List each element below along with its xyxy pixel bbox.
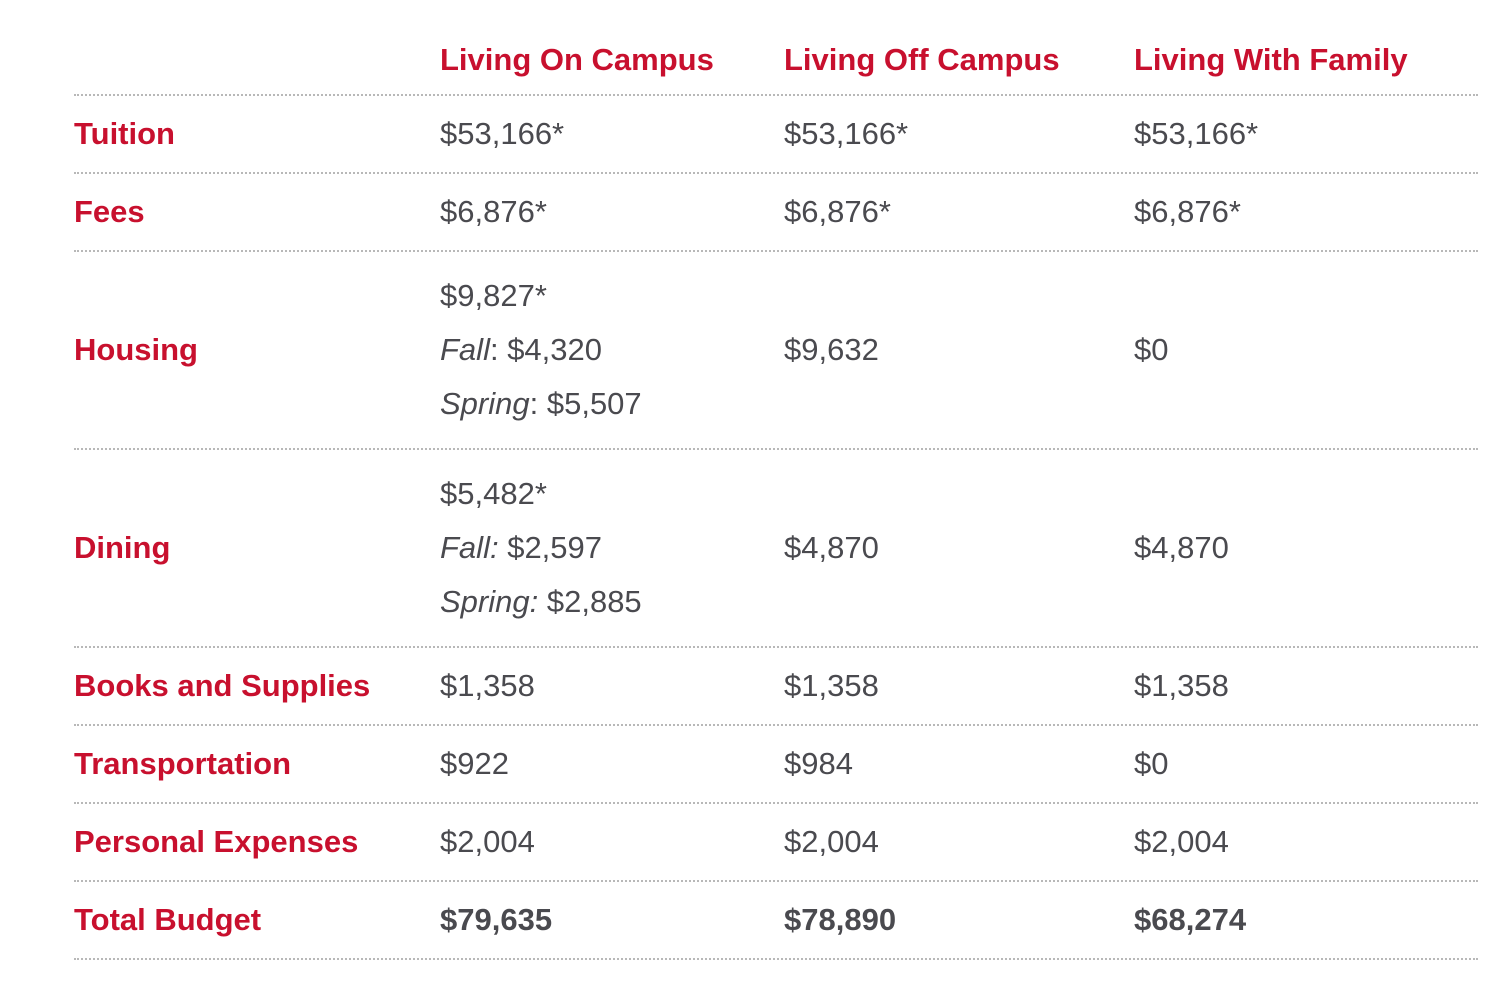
table-row-tuition: Tuition $53,166* $53,166* $53,166* [74,96,1478,174]
housing-off-campus: $9,632 [784,332,879,367]
table-row-books-and-supplies: Books and Supplies $1,358 $1,358 $1,358 [74,648,1478,726]
total-with-family: $68,274 [1134,902,1247,937]
column-header-off-campus: Living Off Campus [784,42,1060,77]
dining-fall-value: $2,597 [507,530,603,565]
dining-with-family: $4,870 [1134,530,1229,565]
dining-on-campus: $5,482* Fall: $2,597 Spring: $2,885 [440,467,784,629]
row-label-tuition: Tuition [74,116,175,151]
row-label-dining: Dining [74,530,171,565]
tuition-off-campus: $53,166* [784,116,909,151]
dining-fall-line: Fall: $2,597 [440,521,784,575]
table-row-personal-expenses: Personal Expenses $2,004 $2,004 $2,004 [74,804,1478,882]
row-label-housing: Housing [74,332,198,367]
housing-on-campus-total: $9,827* [440,278,547,313]
row-label-fees: Fees [74,194,145,229]
row-label-total-budget: Total Budget [74,902,262,937]
transportation-with-family: $0 [1134,746,1169,781]
personal-off-campus: $2,004 [784,824,879,859]
housing-with-family: $0 [1134,332,1169,367]
housing-spring-line: Spring: $5,507 [440,377,784,431]
housing-fall-separator: : [489,332,508,367]
tuition-on-campus: $53,166* [440,116,565,151]
books-with-family: $1,358 [1134,668,1229,703]
dining-spring-line: Spring: $2,885 [440,575,784,629]
housing-fall-value: $4,320 [507,332,603,367]
dining-fall-label: Fall: [440,530,499,565]
housing-fall-label: Fall [440,332,490,367]
fees-on-campus: $6,876* [440,194,547,229]
dining-spring-separator [538,584,547,619]
table-row-housing: Housing $9,827* Fall: $4,320 Spring: $5,… [74,252,1478,450]
books-off-campus: $1,358 [784,668,879,703]
books-on-campus: $1,358 [440,668,535,703]
dining-spring-label: Spring: [440,584,539,619]
table-row-total-budget: Total Budget $79,635 $78,890 $68,274 [74,882,1478,960]
housing-fall-line: Fall: $4,320 [440,323,784,377]
table-header-row: Living On Campus Living Off Campus Livin… [74,0,1478,96]
table-row-fees: Fees $6,876* $6,876* $6,876* [74,174,1478,252]
column-header-on-campus: Living On Campus [440,42,714,77]
dining-off-campus: $4,870 [784,530,879,565]
cost-of-attendance-table: Living On Campus Living Off Campus Livin… [74,0,1478,960]
transportation-on-campus: $922 [440,746,509,781]
dining-on-campus-total: $5,482* [440,476,547,511]
housing-spring-value: $5,507 [546,386,642,421]
column-header-with-family: Living With Family [1134,42,1408,77]
personal-on-campus: $2,004 [440,824,535,859]
total-off-campus: $78,890 [784,902,897,937]
dining-spring-value: $2,885 [546,584,642,619]
personal-with-family: $2,004 [1134,824,1229,859]
housing-spring-separator: : [529,386,547,421]
housing-spring-label: Spring [440,386,530,421]
row-label-books-and-supplies: Books and Supplies [74,668,371,703]
row-label-personal-expenses: Personal Expenses [74,824,359,859]
table-row-dining: Dining $5,482* Fall: $2,597 Spring: $2,8… [74,450,1478,648]
table-row-transportation: Transportation $922 $984 $0 [74,726,1478,804]
total-on-campus: $79,635 [440,902,553,937]
fees-off-campus: $6,876* [784,194,891,229]
housing-on-campus: $9,827* Fall: $4,320 Spring: $5,507 [440,269,784,431]
fees-with-family: $6,876* [1134,194,1241,229]
transportation-off-campus: $984 [784,746,853,781]
tuition-with-family: $53,166* [1134,116,1259,151]
row-label-transportation: Transportation [74,746,292,781]
dining-fall-separator [499,530,508,565]
